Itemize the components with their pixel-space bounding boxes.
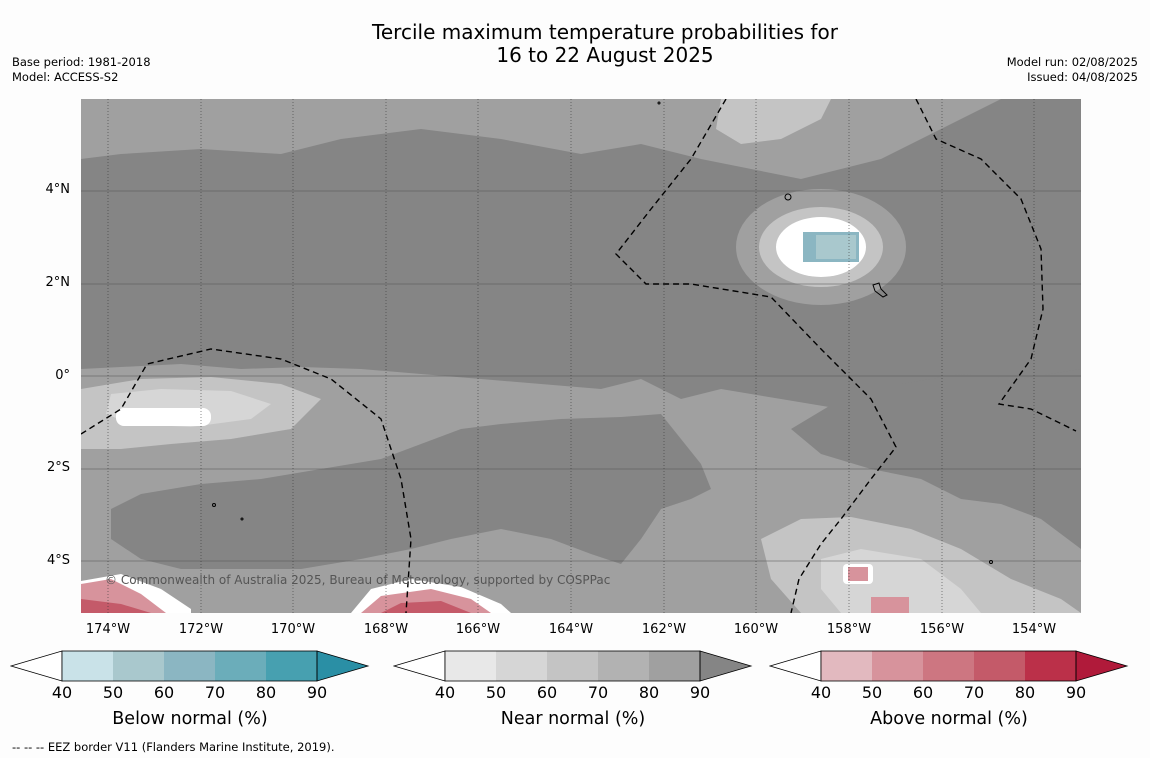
colorbar-above-arrow-outline <box>1075 650 1129 682</box>
tick-below-40: 40 <box>51 683 73 702</box>
tick-near-70: 70 <box>587 683 609 702</box>
lon-label-174w: 174°W <box>85 622 131 637</box>
lon-label-160w: 160°W <box>733 622 779 637</box>
swatch-near-4 <box>598 651 649 681</box>
map-title-line2: 16 to 22 August 2025 <box>496 43 714 67</box>
swatch-above-5 <box>1025 651 1076 681</box>
lon-label-162w: 162°W <box>641 622 687 637</box>
colorbar-near-normal: 40 50 60 70 80 90 Near normal (%) <box>392 650 753 740</box>
lat-label-0: 0° <box>55 368 70 383</box>
swatch-near-0 <box>392 650 446 682</box>
colorbar-below-normal-swatches <box>9 650 370 682</box>
swatch-below-6 <box>317 651 368 681</box>
meta-right: Model run: 02/08/2025 Issued: 04/08/2025 <box>1007 55 1138 85</box>
above-normal-60-70-patch-2 <box>871 597 909 613</box>
swatch-near-6 <box>700 651 751 681</box>
tick-above-90: 90 <box>1065 683 1087 702</box>
swatch-above-6 <box>1076 651 1127 681</box>
swatch-below-4 <box>215 651 266 681</box>
lat-label-2n: 2°N <box>45 275 71 290</box>
colorbar-near-arrow-outline <box>699 650 753 682</box>
swatch-near-1 <box>445 651 496 681</box>
probability-map <box>81 99 1081 613</box>
map-title-line1: Tercile maximum temperature probabilitie… <box>372 20 838 44</box>
issued-date: Issued: 04/08/2025 <box>1027 70 1138 84</box>
colorbar-below-arrow-outline <box>316 650 370 682</box>
colorbar-above-normal-swatches <box>768 650 1129 682</box>
near-normal-60-70-north-patch <box>716 99 831 144</box>
swatch-above-3 <box>923 651 974 681</box>
lon-label-156w: 156°W <box>919 622 965 637</box>
swatch-below-1 <box>62 651 113 681</box>
swatch-near-3 <box>547 651 598 681</box>
latitude-grid <box>81 190 1081 562</box>
lon-label-154w: 154°W <box>1011 622 1057 637</box>
tick-below-60: 60 <box>153 683 175 702</box>
tick-near-60: 60 <box>536 683 558 702</box>
colorbar-near-normal-swatches <box>392 650 753 682</box>
eez-footnote: -- -- -- EEZ border V11 (Flanders Marine… <box>12 740 335 754</box>
swatch-above-0 <box>768 650 822 682</box>
lon-label-170w: 170°W <box>270 622 316 637</box>
swatch-below-0 <box>9 650 63 682</box>
lon-label-168w: 168°W <box>363 622 409 637</box>
colorbar-near-label: Near normal (%) <box>500 709 646 729</box>
swatch-below-2 <box>113 651 164 681</box>
model-run: Model run: 02/08/2025 <box>1006 55 1138 69</box>
tick-above-50: 50 <box>861 683 883 702</box>
colorbar-below-label: Below normal (%) <box>112 709 268 729</box>
above-normal-southwest-70-80 <box>81 599 151 613</box>
near-normal-40-50-patch <box>116 408 211 426</box>
island-outlines <box>212 101 993 564</box>
lon-label-166w: 166°W <box>455 622 501 637</box>
swatch-below-5 <box>266 651 317 681</box>
above-normal-south-70-80 <box>381 601 471 613</box>
near-normal-80-90-region-south <box>111 414 711 569</box>
colorbar-above-label: Above normal (%) <box>870 709 1028 729</box>
tick-below-80: 80 <box>255 683 277 702</box>
lon-label-164w: 164°W <box>548 622 594 637</box>
eez-borders <box>81 99 1077 613</box>
tick-below-70: 70 <box>204 683 226 702</box>
tick-below-50: 50 <box>102 683 124 702</box>
tick-above-60: 60 <box>912 683 934 702</box>
meta-left: Base period: 1981-2018 Model: ACCESS-S2 <box>12 55 151 85</box>
tick-below-90: 90 <box>306 683 328 702</box>
near-normal-80-90-region-north <box>81 99 1081 429</box>
copyright-credit: © Commonwealth of Australia 2025, Bureau… <box>105 573 611 587</box>
base-period: Base period: 1981-2018 <box>12 55 151 69</box>
below-normal-40-50-patch <box>816 235 856 259</box>
lat-label-4s: 4°S <box>46 553 70 568</box>
tick-near-80: 80 <box>638 683 660 702</box>
tick-near-40: 40 <box>434 683 456 702</box>
lat-label-4n: 4°N <box>45 182 71 197</box>
tick-above-40: 40 <box>810 683 832 702</box>
model-name: Model: ACCESS-S2 <box>12 70 119 84</box>
swatch-above-1 <box>821 651 872 681</box>
lat-label-2s: 2°S <box>46 460 70 475</box>
tick-above-80: 80 <box>1014 683 1036 702</box>
swatch-near-2 <box>496 651 547 681</box>
above-normal-60-70-patch-1 <box>848 567 868 581</box>
near-normal-80-90-region-east <box>791 369 1081 549</box>
near-normal-70-80-north-band <box>81 99 721 149</box>
lon-label-172w: 172°W <box>178 622 224 637</box>
swatch-below-3 <box>164 651 215 681</box>
swatch-above-4 <box>974 651 1025 681</box>
swatch-near-5 <box>649 651 700 681</box>
tick-near-90: 90 <box>689 683 711 702</box>
swatch-above-2 <box>872 651 923 681</box>
colorbar-above-normal: 40 50 60 70 80 90 Above normal (%) <box>768 650 1129 740</box>
colorbar-below-normal: 40 50 60 70 80 90 Below normal (%) <box>9 650 370 740</box>
lon-label-158w: 158°W <box>826 622 872 637</box>
tick-above-70: 70 <box>963 683 985 702</box>
tick-near-50: 50 <box>485 683 507 702</box>
